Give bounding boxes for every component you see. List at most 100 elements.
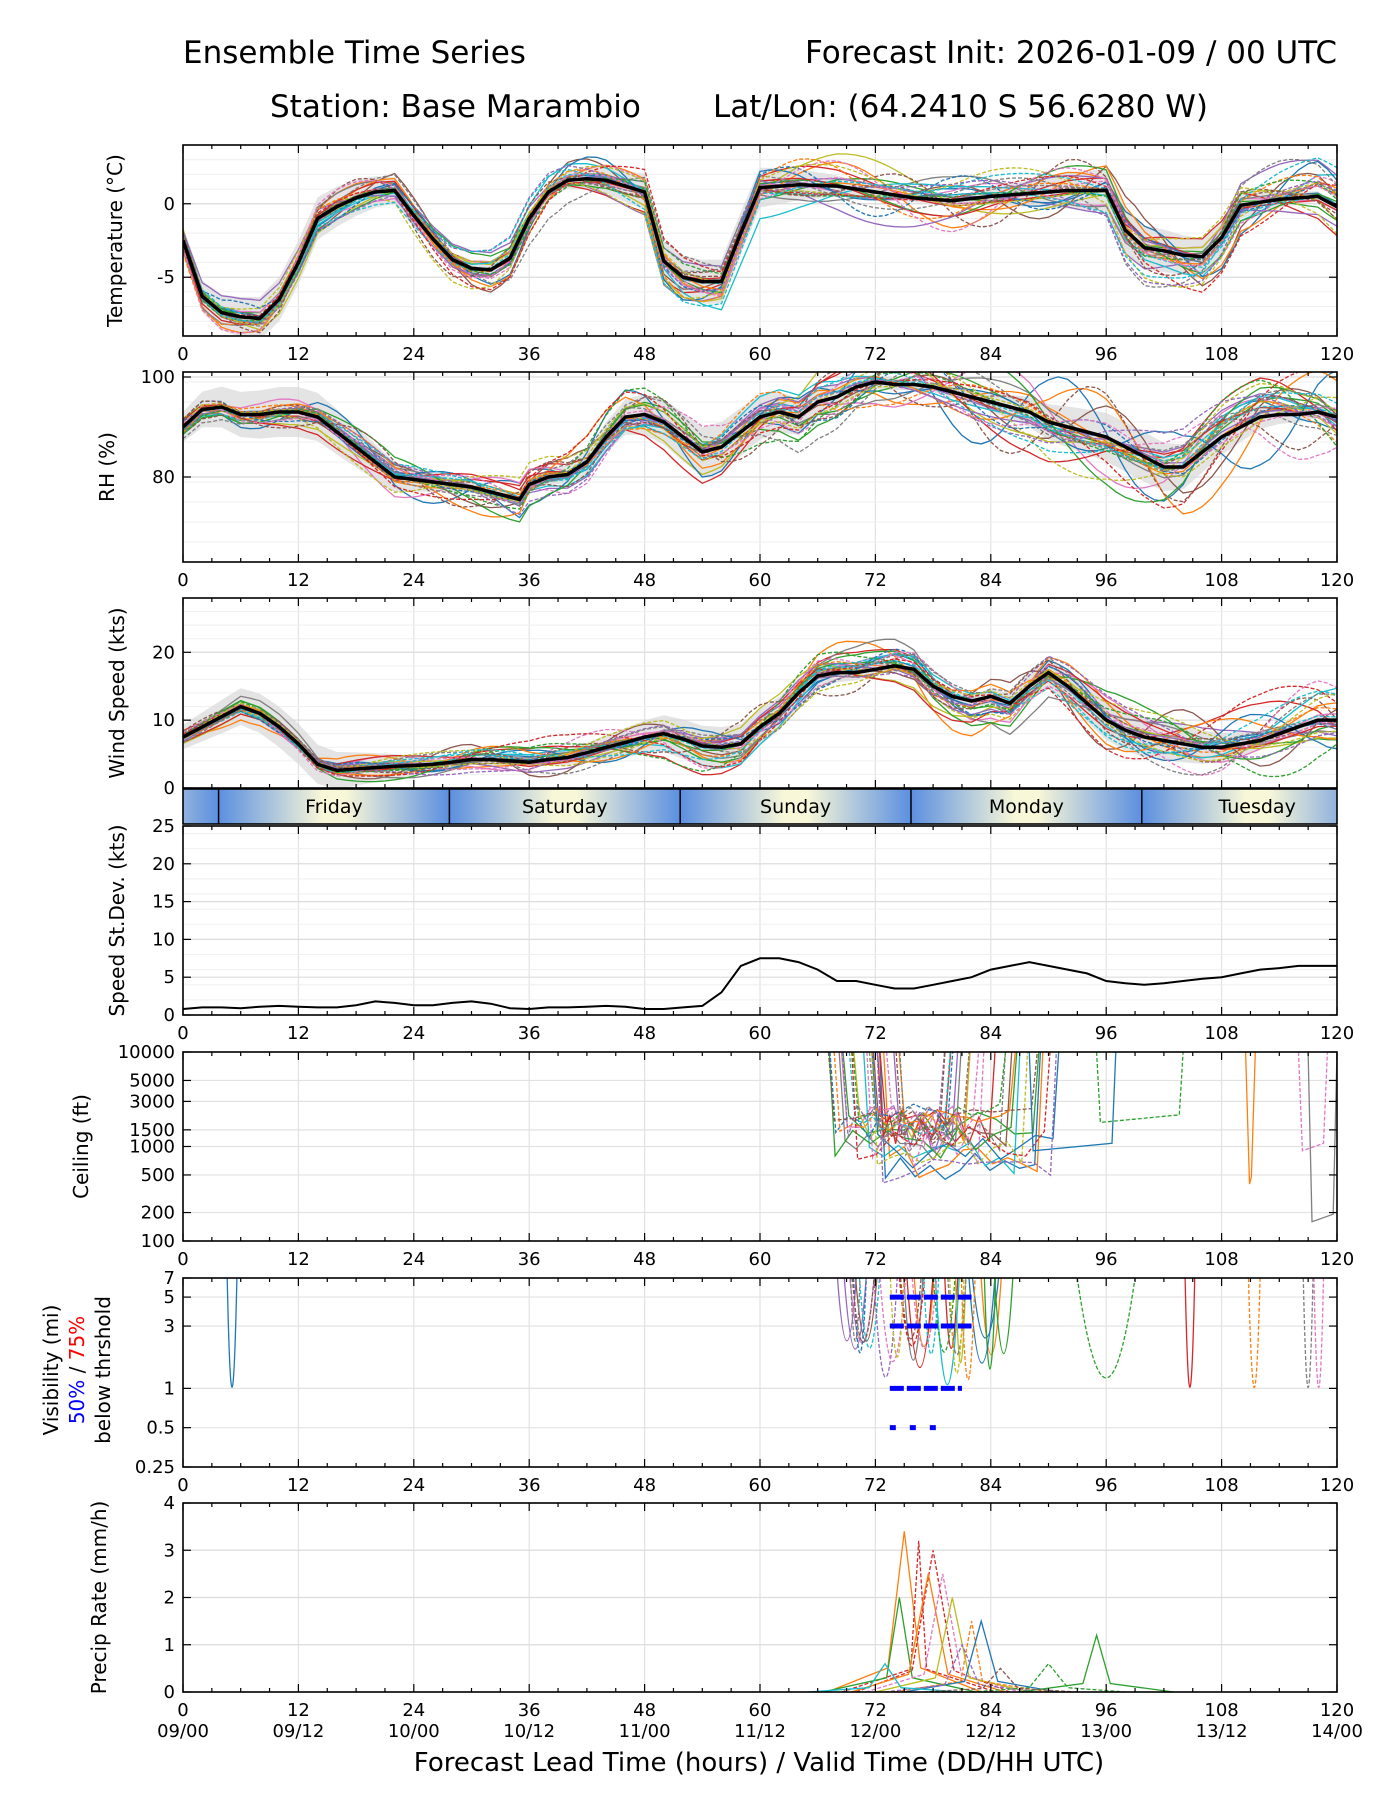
valid-time-labels: 09/00 09/12 10/00 10/12 11/00 11/12 12/00 12/12… [157, 1721, 1363, 1742]
x-tick-label: 120 [1320, 570, 1354, 591]
ensemble-member-line [878, 1052, 1042, 1181]
title-right: Forecast Init: 2026-01-09 / 00 UTC [805, 35, 1337, 71]
panel-wind_speed: 0 10 20 Wind Speed (kts) [105, 597, 1338, 799]
x-tick-label: 48 [633, 1023, 656, 1044]
x-tick-label: 108 [1204, 1023, 1238, 1044]
ensemble-member-line [1028, 1052, 1117, 1152]
x-tick-label: 96 [1095, 1475, 1118, 1496]
x-tick-label: 48 [633, 344, 656, 365]
ensemble-member-line [836, 1278, 857, 1342]
day-band-segment [680, 789, 911, 824]
x-tick-label: 96 [1095, 570, 1118, 591]
y-tick-label: 3000 [129, 1091, 175, 1112]
y-tick-label: 0 [164, 194, 175, 215]
panel-ceiling: 0 12 24 36 48 60 72 84 96 108 120 100 200 500 10001500… [69, 1042, 1354, 1270]
ensemble-member-line [913, 1278, 935, 1348]
ensemble-member-line [183, 164, 1337, 322]
ensemble-member-line [904, 1618, 1059, 1692]
day-band-segment [1141, 789, 1337, 824]
ensemble-member-line [875, 1597, 1030, 1692]
x-tick-label: 60 [749, 570, 772, 591]
y-axis-label: Ceiling (ft) [69, 1094, 93, 1199]
y-axis-label: Precip Rate (mm/h) [87, 1501, 111, 1695]
y-tick-label: 80 [152, 467, 175, 488]
ensemble-member-line [898, 1052, 1016, 1125]
ensemble-member-line [884, 1643, 1039, 1692]
ensemble-member-line [868, 1052, 970, 1143]
y-tick-label: 10 [152, 710, 175, 731]
ensemble-mean-line [183, 664, 1337, 773]
x-tick-label: 36 [518, 1023, 541, 1044]
ensemble-member-line [865, 1573, 1020, 1692]
ensemble-member-line [889, 1278, 905, 1358]
ensemble-member-line [841, 1540, 996, 1692]
valid-time-label: 09/00 [157, 1721, 209, 1742]
ensemble-member-line [828, 1052, 1018, 1159]
x-tick-label: 12 [287, 1475, 310, 1496]
x-tick-label: 12 [287, 1023, 310, 1044]
day-band: Friday Saturday Sunday Monday Tuesday [182, 788, 1338, 825]
ensemble-member-line [183, 372, 1337, 491]
x-tick-label: 48 [633, 1475, 656, 1496]
day-band-segment [218, 789, 450, 824]
x-tick-label: 60 [749, 1475, 772, 1496]
x-tick-label: 0 [177, 1023, 188, 1044]
ensemble-member-line [851, 1573, 1006, 1692]
x-tick-label: 24 [402, 344, 425, 365]
ensemble-member-line [870, 1052, 1029, 1166]
x-axis-label: Forecast Lead Time (hours) / Valid Time … [414, 1748, 1104, 1778]
x-tick-label: 60 [749, 1700, 772, 1721]
y-tick-label: 100 [141, 1231, 175, 1252]
station-name: Station: Base Marambio [270, 89, 641, 125]
visibility-label-line2: 50% / 75% [65, 1316, 89, 1424]
x-tick-label: 108 [1204, 570, 1238, 591]
ensemble-member-line [808, 1662, 963, 1692]
ensemble-member-line [895, 1052, 946, 1145]
x-tick-label: 72 [864, 344, 887, 365]
y-tick-label: 1500 [129, 1120, 175, 1141]
ensemble-member-line [871, 1052, 1060, 1169]
valid-time-label: 10/00 [388, 1721, 440, 1742]
ensemble-member-line [183, 372, 1337, 506]
y-tick-label: 2 [164, 1588, 175, 1609]
ensemble-member-line [906, 1278, 934, 1369]
y-tick-label: 0 [164, 778, 175, 799]
ensemble-member-line [183, 166, 1337, 309]
x-tick-label: 24 [402, 570, 425, 591]
ensemble-member-line [226, 1278, 238, 1389]
visibility-label-p50: 50% [65, 1380, 89, 1424]
ensemble-member-line [932, 1278, 956, 1353]
ensemble-member-line [911, 1278, 938, 1349]
ensemble-member-line [960, 1278, 976, 1380]
y-tick-label: 7 [164, 1268, 175, 1289]
ensemble-member-line [1297, 1052, 1329, 1152]
plot-area-temperature [183, 153, 1337, 336]
visibility-label: Visibility (mi) 50% / 75% below thrshold [39, 1296, 115, 1444]
day-label-saturday: Saturday [522, 796, 608, 818]
ensemble-mean-line [183, 177, 1337, 321]
x-tick-label: 108 [1204, 1249, 1238, 1270]
x-tick-label: 96 [1095, 344, 1118, 365]
y-tick-label: 1000 [129, 1137, 175, 1158]
valid-time-label: 12/00 [849, 1721, 901, 1742]
plot-area-speed_stdev [183, 957, 1337, 1011]
ensemble-member-line [183, 667, 1337, 772]
ensemble-member-line [993, 1278, 1014, 1354]
ensemble-member-line [183, 372, 1337, 505]
ensemble-member-line [1184, 1278, 1196, 1389]
ensemble-member-line [183, 372, 1337, 500]
x-tick-label: 12 [287, 570, 310, 591]
x-tick-label: 96 [1095, 1249, 1118, 1270]
plot-area-visibility [226, 1278, 1325, 1431]
y-tick-label: 0 [164, 1682, 175, 1703]
x-tick-label: 84 [979, 1475, 1002, 1496]
valid-time-label: 12/12 [965, 1721, 1017, 1742]
x-tick-label: 120 [1320, 1475, 1354, 1496]
x-tick-label: 60 [749, 344, 772, 365]
ensemble-member-line [827, 1531, 982, 1692]
x-tick-label: 24 [402, 1700, 425, 1721]
plot-area-precip_rate [808, 1531, 1174, 1692]
x-tick-label: 60 [749, 1023, 772, 1044]
ensemble-member-line [183, 383, 1337, 496]
